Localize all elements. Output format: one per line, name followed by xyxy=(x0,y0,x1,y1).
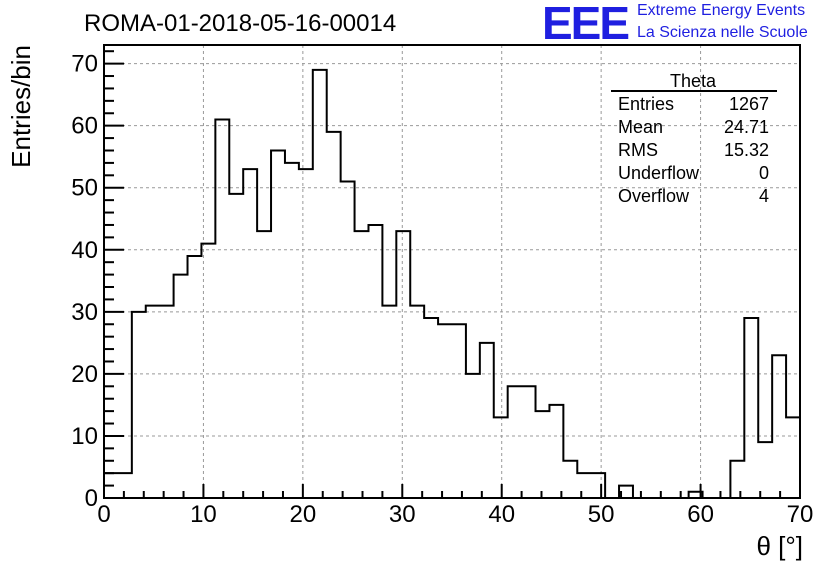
brand-line-1: Extreme Energy Events xyxy=(637,2,806,19)
y-tick-label: 60 xyxy=(71,113,98,140)
stats-row-value: 4 xyxy=(759,186,769,206)
stats-row-label: Entries xyxy=(618,94,674,114)
y-tick-label: 20 xyxy=(71,361,98,388)
x-tick-label: 60 xyxy=(687,501,714,528)
y-tick-label: 10 xyxy=(71,423,98,450)
stats-row-value: 1267 xyxy=(729,94,769,114)
x-tick-label: 20 xyxy=(290,501,317,528)
y-tick-label: 40 xyxy=(71,237,98,264)
y-tick-label: 70 xyxy=(71,51,98,78)
run-title: ROMA-01-2018-05-16-00014 xyxy=(84,10,397,37)
stats-row-value: 15.32 xyxy=(724,140,769,160)
eee-logo: EEE xyxy=(542,0,630,49)
x-tick-label: 70 xyxy=(787,501,814,528)
x-tick-label: 30 xyxy=(389,501,416,528)
plot-frame xyxy=(103,44,801,499)
stats-box: Theta Entries 1267 Mean 24.71 RMS 15.32 Underf… xyxy=(611,71,777,206)
stats-row-label: Overflow xyxy=(618,186,690,206)
x-axis-label: θ [°] xyxy=(756,531,803,561)
stats-title: Theta xyxy=(670,71,717,91)
histogram-series xyxy=(104,68,800,499)
y-tick-label: 50 xyxy=(71,175,98,202)
x-tick-label: 0 xyxy=(97,501,110,528)
x-tick-label: 50 xyxy=(588,501,615,528)
y-axis-label: Entries/bin xyxy=(6,45,36,168)
stats-row-value: 24.71 xyxy=(724,117,769,137)
y-tick-label: 30 xyxy=(71,299,98,326)
y-tick-label: 0 xyxy=(85,485,98,512)
stats-row-label: RMS xyxy=(618,140,658,160)
x-tick-label: 10 xyxy=(190,501,217,528)
x-tick-label: 40 xyxy=(488,501,515,528)
stats-row-label: Underflow xyxy=(618,163,700,183)
stats-row-value: 0 xyxy=(759,163,769,183)
brand-line-2: La Scienza nelle Scuole xyxy=(637,24,808,41)
stats-row-label: Mean xyxy=(618,117,663,137)
grid-lines xyxy=(104,45,800,498)
